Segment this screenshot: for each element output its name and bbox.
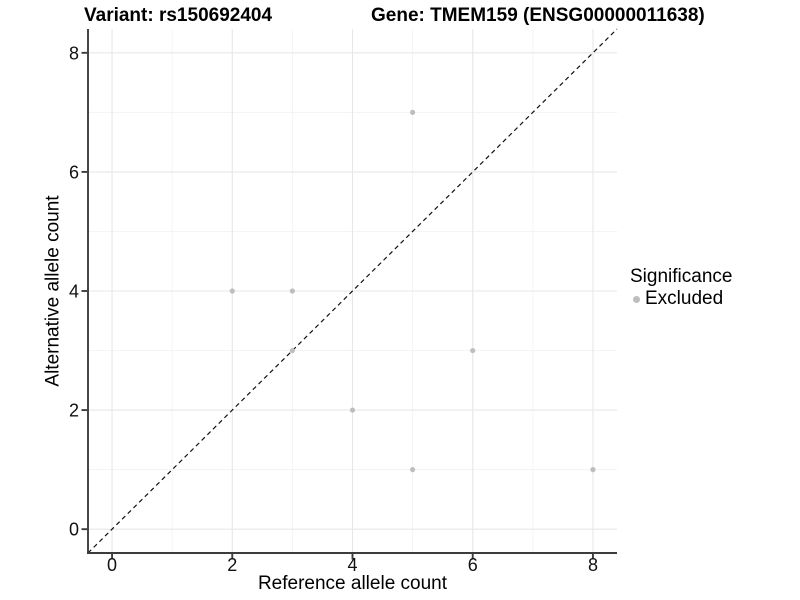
- y-tick-label: 6: [69, 162, 79, 182]
- x-tick-label: 2: [227, 555, 237, 575]
- identity-line: [87, 28, 618, 554]
- data-point: [590, 467, 596, 473]
- legend-title: Significance: [630, 266, 733, 287]
- y-axis-title: Alternative allele count: [42, 195, 64, 387]
- y-tick-label: 8: [69, 43, 79, 63]
- x-tick-label: 0: [107, 555, 117, 575]
- data-point: [229, 288, 235, 294]
- x-tick-label: 8: [588, 555, 598, 575]
- data-point: [289, 347, 295, 354]
- legend-marker-icon: [633, 296, 640, 303]
- x-tick-label: 4: [347, 555, 357, 575]
- variant-title: Variant: rs150692404: [84, 5, 273, 26]
- data-point: [349, 407, 356, 413]
- legend-item-excluded: Excluded: [630, 289, 732, 309]
- x-tick-label: 6: [468, 555, 478, 575]
- y-tick-label: 4: [69, 282, 79, 302]
- data-point: [289, 288, 295, 294]
- y-tick-label: 0: [69, 520, 79, 540]
- data-point: [410, 109, 416, 115]
- x-axis-title: Reference allele count: [257, 573, 448, 594]
- gene-title: Gene: TMEM159 (ENSG00000011638): [371, 5, 705, 26]
- y-tick-label: 2: [69, 401, 79, 421]
- legend: Significance Excluded: [630, 267, 732, 309]
- data-point: [410, 467, 416, 473]
- legend-item-label: Excluded: [645, 288, 724, 309]
- data-point: [470, 347, 476, 354]
